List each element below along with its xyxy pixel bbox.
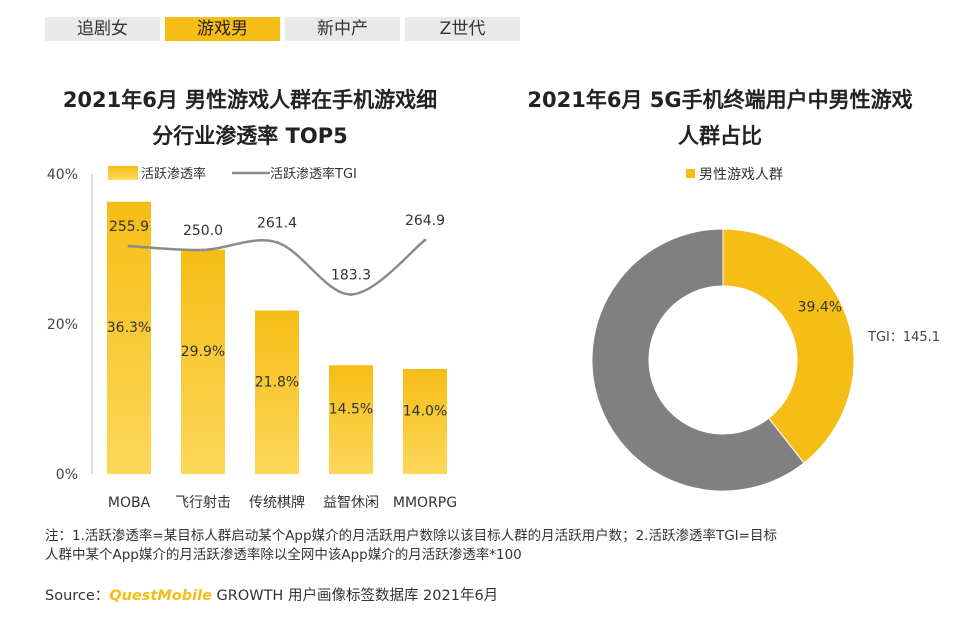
tab-new-middle-class[interactable]: 新中产 (285, 17, 400, 41)
bar-value-label: 14.5% (329, 402, 373, 418)
tab-gaming-men[interactable]: 游戏男 (165, 17, 280, 41)
bar-chart-title-line-2: 分行业渗透率 TOP5 (152, 124, 348, 148)
legend-swatch-bar (108, 166, 138, 180)
x-tick-label: 传统棋牌 (249, 494, 305, 511)
bar (181, 249, 225, 474)
y-tick-label: 0% (56, 467, 78, 483)
donut-slice (722, 228, 855, 464)
tgi-point (127, 244, 131, 248)
donut-tgi-annotation: TGI：145.1 (867, 330, 940, 345)
bar (107, 201, 151, 474)
tgi-value-label: 255.9 (109, 219, 149, 235)
bar-chart-title: 2021年6月 男性游戏人群在手机游戏细 分行业渗透率 TOP5 (40, 82, 460, 154)
y-tick-label: 20% (47, 317, 78, 333)
tab-gen-z[interactable]: Z世代 (405, 17, 520, 41)
source-line: Source：QuestMobile GROWTH 用户画像标签数据库 2021… (45, 584, 498, 605)
legend-label-bar: 活跃渗透率 (141, 166, 206, 182)
legend-label-line: 活跃渗透率TGI (270, 166, 357, 182)
donut-chart-title-line-2: 人群占比 (678, 124, 762, 148)
tgi-point (423, 238, 427, 242)
source-brand-logo: QuestMobile (109, 588, 212, 604)
source-prefix: Source： (45, 588, 110, 604)
bar-value-label: 29.9% (181, 344, 225, 360)
bar-value-label: 21.8% (255, 374, 299, 390)
x-tick-label: 飞行射击 (175, 495, 231, 511)
donut-slice-label: 39.4% (798, 299, 842, 315)
tab-drama-women[interactable]: 追剧女 (45, 17, 160, 41)
tgi-line (128, 239, 426, 296)
bar (403, 369, 447, 474)
bar-chart-legend: 活跃渗透率 活跃渗透率TGI (108, 166, 357, 182)
tgi-point (275, 240, 279, 244)
footnote: 注：1.活跃渗透率=某目标人群启动某个App媒介的月活跃用户数除以该目标人群的月… (45, 527, 925, 565)
tgi-value-label: 250.0 (183, 223, 223, 239)
tgi-point (201, 248, 205, 252)
x-tick-label: MOBA (108, 495, 151, 511)
tgi-point (349, 292, 353, 296)
bar-value-label: 36.3% (107, 320, 151, 336)
bar (255, 310, 299, 474)
tgi-value-label: 264.9 (405, 213, 445, 229)
donut-chart: 男性游戏人群 39.4% TGI：145.1 (591, 167, 940, 492)
footnote-line-2: 人群中某个App媒介的月活跃渗透率除以全网中该App媒介的月活跃渗透率*100 (45, 547, 522, 563)
x-tick-label: MMORPG (393, 495, 457, 511)
donut-slice (591, 228, 805, 492)
legend-label-donut: 男性游戏人群 (699, 167, 783, 183)
y-tick-label: 40% (47, 167, 78, 183)
footnote-line-1: 注：1.活跃渗透率=某目标人群启动某个App媒介的月活跃用户数除以该目标人群的月… (45, 528, 777, 544)
x-tick-label: 益智休闲 (323, 495, 379, 511)
bar-value-label: 14.0% (403, 404, 447, 420)
donut-chart-title: 2021年6月 5G手机终端用户中男性游戏 人群占比 (500, 82, 940, 154)
source-suffix: GROWTH 用户画像标签数据库 2021年6月 (211, 588, 499, 604)
donut-chart-title-line-1: 2021年6月 5G手机终端用户中男性游戏 (527, 88, 913, 112)
tgi-value-label: 183.3 (331, 267, 371, 283)
bar-chart: 40% 20% 0% 活跃渗透率 活跃渗透率TGI 36.3% MOBA 29.9% 飞行射击 2… (47, 166, 457, 511)
tgi-value-label: 261.4 (257, 215, 297, 231)
bar (329, 365, 373, 474)
legend-swatch-donut (686, 169, 695, 178)
bar-chart-title-line-1: 2021年6月 男性游戏人群在手机游戏细 (62, 88, 438, 112)
